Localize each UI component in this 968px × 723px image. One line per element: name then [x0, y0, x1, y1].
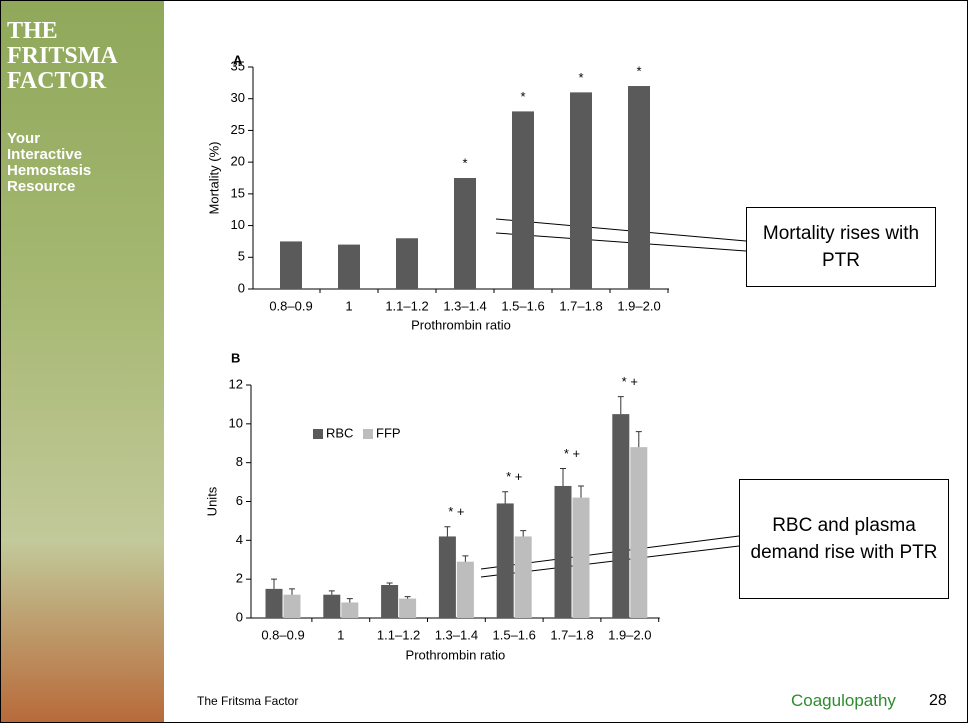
error-bar	[347, 599, 353, 603]
x-tick-label: 1.7–1.8	[559, 298, 602, 313]
x-tick-label: 1.1–1.2	[377, 627, 420, 642]
bar	[338, 245, 360, 289]
significance-marker: * +	[564, 446, 580, 461]
y-tick-label: 0	[236, 609, 243, 624]
legend-label: FFP	[376, 425, 401, 440]
bar	[628, 86, 650, 289]
y-tick-label: 2	[236, 571, 243, 586]
bar	[612, 414, 629, 618]
significance-marker: * +	[622, 374, 638, 389]
y-tick-label: 30	[231, 90, 245, 105]
significance-marker: *	[462, 155, 467, 170]
bar	[512, 111, 534, 289]
legend-swatch	[363, 429, 373, 439]
error-bar	[405, 597, 411, 599]
bar	[396, 238, 418, 289]
x-axis-title: Prothrombin ratio	[411, 317, 511, 332]
error-bar	[502, 492, 508, 504]
significance-marker: *	[520, 89, 525, 104]
x-tick-label: 1.7–1.8	[550, 627, 593, 642]
significance-marker: *	[578, 70, 583, 85]
footer-section: Coagulopathy	[791, 691, 896, 711]
x-tick-label: 1.9–2.0	[608, 627, 651, 642]
slide: THE FRITSMA FACTOR Your Interactive Hemo…	[0, 0, 968, 723]
x-tick-label: 1	[345, 298, 352, 313]
x-axis-title: Prothrombin ratio	[406, 647, 506, 662]
bar	[266, 589, 283, 618]
x-tick-label: 1.5–1.6	[493, 627, 536, 642]
error-bar	[289, 589, 295, 595]
legend-label: RBC	[326, 425, 353, 440]
y-tick-label: 6	[236, 493, 243, 508]
y-tick-label: 10	[231, 217, 245, 232]
y-tick-label: 25	[231, 122, 245, 137]
x-tick-label: 1.9–2.0	[617, 298, 660, 313]
error-bar	[271, 579, 277, 589]
error-bar	[444, 527, 450, 537]
y-tick-label: 12	[229, 376, 243, 391]
footer-left: The Fritsma Factor	[197, 694, 298, 708]
y-tick-label: 5	[238, 249, 245, 264]
x-tick-label: 1.3–1.4	[443, 298, 486, 313]
error-bar	[462, 556, 468, 562]
page-number: 28	[929, 692, 947, 710]
error-bar	[387, 583, 393, 585]
x-tick-label: 0.8–0.9	[269, 298, 312, 313]
significance-marker: *	[636, 63, 641, 78]
x-tick-label: 0.8–0.9	[261, 627, 304, 642]
bar	[341, 602, 358, 618]
x-tick-label: 1.3–1.4	[435, 627, 478, 642]
y-tick-label: 0	[238, 280, 245, 295]
bar	[381, 585, 398, 618]
bar	[284, 595, 301, 618]
error-bar	[618, 397, 624, 414]
y-axis-title: Units	[204, 486, 219, 516]
bar	[497, 503, 514, 618]
error-bar	[636, 432, 642, 448]
bar	[573, 498, 590, 618]
bar	[399, 599, 416, 618]
y-tick-label: 10	[229, 415, 243, 430]
significance-marker: * +	[448, 504, 464, 519]
callout: Mortality rises with PTR	[746, 207, 936, 287]
charts: AProthrombin ratioMortality (%)051015202…	[1, 1, 967, 722]
y-tick-label: 20	[231, 154, 245, 169]
bar	[555, 486, 572, 618]
error-bar	[329, 591, 335, 595]
error-bar	[578, 486, 584, 498]
legend-swatch	[313, 429, 323, 439]
error-bar	[560, 468, 566, 485]
significance-marker: * +	[506, 469, 522, 484]
bar	[323, 595, 340, 618]
y-tick-label: 15	[231, 185, 245, 200]
bar	[457, 562, 474, 618]
y-tick-label: 35	[231, 58, 245, 73]
y-tick-label: 4	[236, 532, 243, 547]
error-bar	[520, 531, 526, 537]
bar	[280, 241, 302, 289]
bar	[515, 536, 532, 618]
bar	[630, 447, 647, 618]
bar	[439, 536, 456, 618]
y-axis-title: Mortality (%)	[206, 142, 221, 215]
bar	[570, 92, 592, 289]
panel-label: B	[231, 350, 240, 365]
x-tick-label: 1	[337, 627, 344, 642]
y-tick-label: 8	[236, 454, 243, 469]
bar	[454, 178, 476, 289]
x-tick-label: 1.1–1.2	[385, 298, 428, 313]
callout: RBC and plasma demand rise with PTR	[739, 479, 949, 599]
x-tick-label: 1.5–1.6	[501, 298, 544, 313]
